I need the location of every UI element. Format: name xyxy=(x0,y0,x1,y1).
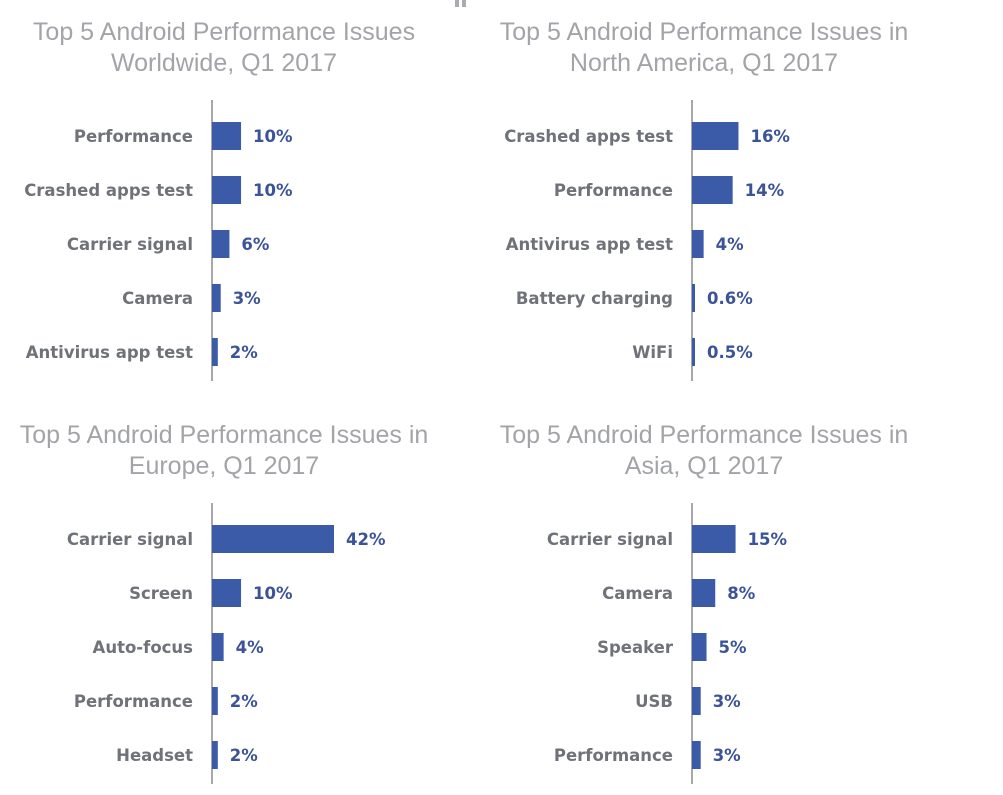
chart-asia: Top 5 Android Performance Issues in Asia,… xyxy=(500,421,909,784)
category-label: Antivirus app test xyxy=(26,343,193,362)
value-label: 3% xyxy=(713,746,741,765)
value-label: 15% xyxy=(748,530,788,549)
bar xyxy=(212,230,230,258)
category-label: Performance xyxy=(554,746,673,765)
bar xyxy=(212,525,334,553)
bar xyxy=(212,579,242,607)
bar xyxy=(692,176,733,204)
bar xyxy=(212,284,221,312)
category-label: Antivirus app test xyxy=(506,235,673,254)
value-label: 14% xyxy=(745,181,785,200)
category-label: Crashed apps test xyxy=(504,127,673,146)
category-label: Carrier signal xyxy=(547,530,673,549)
bar xyxy=(212,687,218,715)
category-label: Carrier signal xyxy=(67,530,193,549)
value-label: 0.5% xyxy=(707,343,753,362)
category-label: Performance xyxy=(74,692,193,711)
category-label: Camera xyxy=(122,289,193,308)
category-label: Screen xyxy=(129,584,193,603)
category-label: Speaker xyxy=(597,638,674,657)
chart-title-line: Europe, Q1 2017 xyxy=(129,452,319,480)
bar xyxy=(692,338,695,366)
value-label: 10% xyxy=(253,181,293,200)
value-label: 4% xyxy=(236,638,264,657)
category-label: Performance xyxy=(554,181,673,200)
bar xyxy=(212,338,218,366)
chart-title-line: North America, Q1 2017 xyxy=(570,49,838,77)
chart-worldwide: Top 5 Android Performance Issues Worldwid… xyxy=(24,18,415,381)
bar xyxy=(692,579,716,607)
value-label: 2% xyxy=(230,746,258,765)
value-label: 16% xyxy=(750,127,790,146)
value-label: 6% xyxy=(241,235,269,254)
value-label: 10% xyxy=(253,127,293,146)
bar xyxy=(692,687,701,715)
category-label: Performance xyxy=(74,127,193,146)
chart-north-america: Top 5 Android Performance Issues in North… xyxy=(500,18,909,381)
bar xyxy=(212,633,224,661)
value-label: 8% xyxy=(727,584,755,603)
category-label: USB xyxy=(635,692,673,711)
category-label: Carrier signal xyxy=(67,235,193,254)
chart-title-line: Asia, Q1 2017 xyxy=(625,452,783,480)
value-label: 0.6% xyxy=(707,289,753,308)
value-label: 3% xyxy=(713,692,741,711)
chart-europe: Top 5 Android Performance Issues in Europ… xyxy=(20,421,429,784)
chart-title-line: Worldwide, Q1 2017 xyxy=(111,49,337,77)
category-label: WiFi xyxy=(632,343,673,362)
category-label: Auto-focus xyxy=(93,638,194,657)
bar xyxy=(212,122,242,150)
bar xyxy=(212,741,218,769)
value-label: 2% xyxy=(230,692,258,711)
category-label: Camera xyxy=(602,584,673,603)
value-label: 2% xyxy=(230,343,258,362)
value-label: 3% xyxy=(233,289,261,308)
bar xyxy=(692,230,704,258)
value-label: 42% xyxy=(346,530,386,549)
bar xyxy=(692,122,739,150)
chart-title-line: Top 5 Android Performance Issues xyxy=(33,18,415,46)
chart-title-line: Top 5 Android Performance Issues in xyxy=(500,18,909,46)
value-label: 10% xyxy=(253,584,293,603)
chart-title-line: Top 5 Android Performance Issues in xyxy=(500,421,909,449)
bar xyxy=(692,525,736,553)
bar xyxy=(212,176,242,204)
top-edge-mark xyxy=(455,0,469,8)
category-label: Headset xyxy=(116,746,193,765)
bar xyxy=(692,741,701,769)
value-label: 4% xyxy=(716,235,744,254)
bar xyxy=(692,284,695,312)
bar xyxy=(692,633,707,661)
value-label: 5% xyxy=(719,638,747,657)
category-label: Crashed apps test xyxy=(24,181,193,200)
chart-title-line: Top 5 Android Performance Issues in xyxy=(20,421,429,449)
category-label: Battery charging xyxy=(516,289,673,308)
